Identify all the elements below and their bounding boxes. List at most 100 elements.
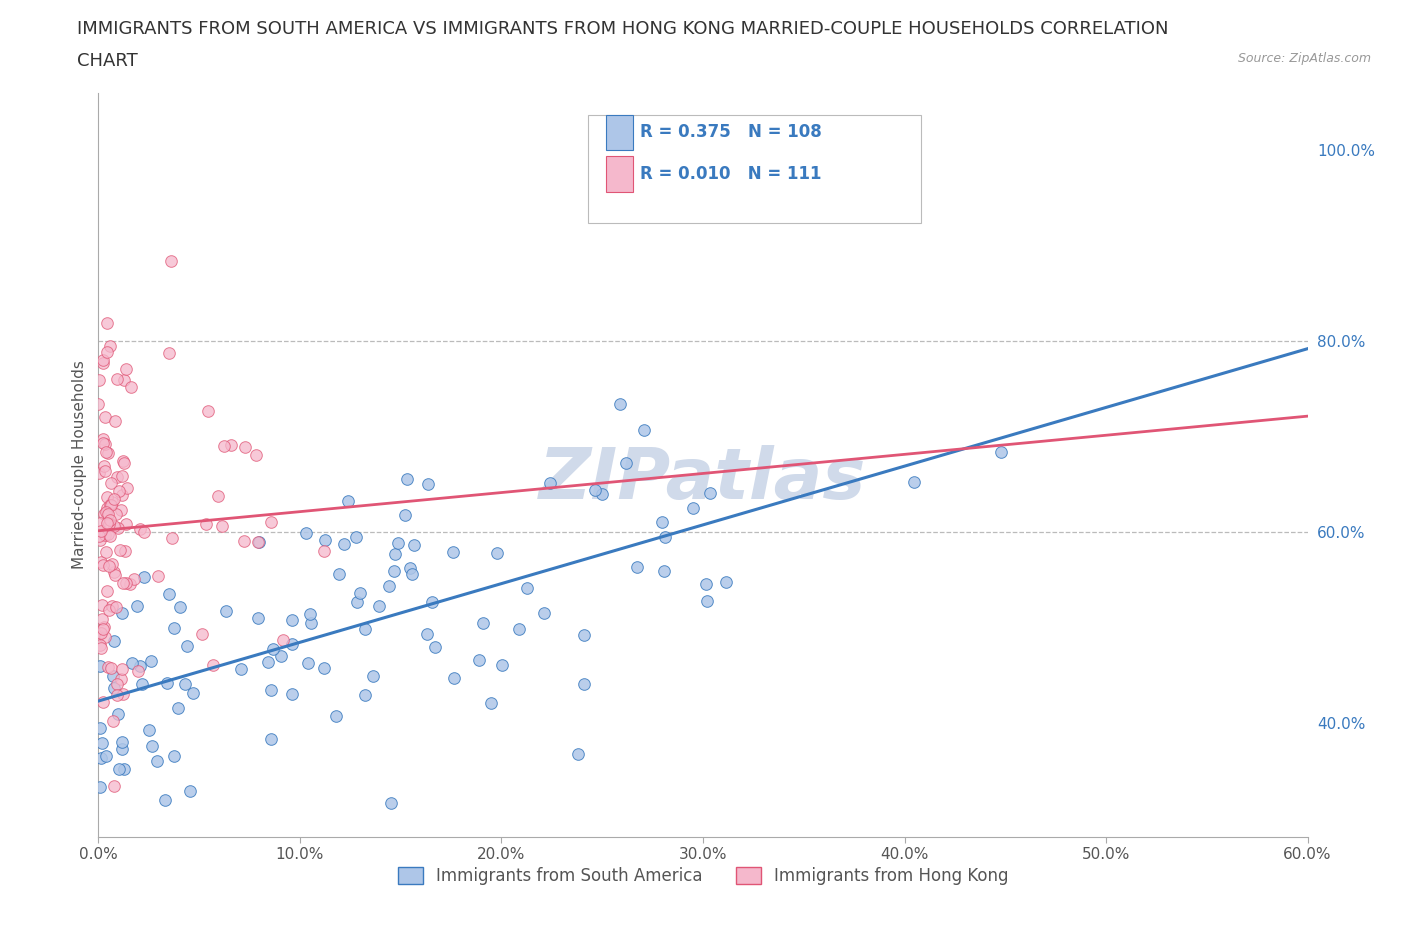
Point: [103, 518, 125, 533]
Point: [567, 747, 589, 762]
Point: [159, 253, 181, 268]
Point: [157, 346, 180, 361]
Point: [344, 529, 367, 544]
FancyBboxPatch shape: [606, 156, 633, 192]
Point: [111, 488, 134, 503]
Point: [114, 543, 136, 558]
Point: [361, 669, 384, 684]
Point: [91, 557, 114, 572]
Point: [491, 658, 513, 672]
Point: [103, 633, 125, 648]
Point: [247, 535, 270, 550]
Point: [112, 456, 135, 471]
Point: [89, 638, 111, 653]
Point: [378, 578, 401, 593]
Point: [96, 445, 118, 459]
Point: [651, 514, 673, 529]
Point: [91, 432, 114, 446]
Point: [328, 566, 350, 581]
Point: [399, 561, 422, 576]
Point: [91, 621, 114, 636]
Point: [110, 671, 132, 686]
Point: [312, 660, 335, 675]
Point: [98, 603, 121, 618]
Point: [654, 564, 676, 578]
Point: [384, 564, 406, 578]
Point: [297, 656, 319, 671]
Point: [508, 622, 530, 637]
Point: [105, 470, 128, 485]
Point: [141, 738, 163, 753]
Point: [280, 613, 302, 628]
Point: [219, 437, 242, 452]
Point: [574, 677, 596, 692]
Point: [111, 605, 134, 620]
Point: [117, 481, 139, 496]
Point: [108, 762, 131, 777]
Point: [97, 659, 120, 674]
Point: [112, 454, 135, 469]
Point: [96, 500, 118, 515]
Point: [387, 536, 409, 551]
Point: [176, 639, 198, 654]
Point: [298, 607, 321, 622]
Point: [134, 525, 156, 539]
Point: [257, 655, 280, 670]
Point: [94, 630, 117, 644]
Point: [146, 753, 169, 768]
Point: [90, 641, 112, 656]
Point: [87, 628, 110, 643]
Point: [89, 779, 111, 794]
Point: [90, 626, 112, 641]
Point: [299, 616, 322, 631]
Point: [380, 796, 402, 811]
Point: [104, 413, 127, 428]
Point: [160, 531, 183, 546]
Point: [260, 683, 283, 698]
Point: [97, 507, 120, 522]
Point: [89, 373, 111, 388]
Point: [103, 565, 125, 579]
Point: [111, 662, 134, 677]
Point: [96, 345, 118, 360]
Point: [384, 546, 406, 561]
Point: [101, 669, 124, 684]
Point: [121, 656, 143, 671]
Point: [104, 600, 127, 615]
Point: [233, 439, 256, 454]
Point: [472, 616, 495, 631]
Point: [207, 488, 229, 503]
Point: [479, 696, 502, 711]
Point: [100, 498, 122, 512]
Point: [98, 512, 121, 527]
Point: [163, 749, 186, 764]
Point: [654, 530, 676, 545]
Point: [591, 486, 613, 501]
Point: [516, 580, 538, 595]
Point: [167, 701, 190, 716]
Point: [94, 545, 117, 560]
Point: [87, 396, 110, 411]
Point: [91, 352, 114, 367]
Point: [614, 456, 637, 471]
Point: [93, 619, 115, 634]
Point: [443, 671, 465, 685]
Text: CHART: CHART: [77, 52, 138, 70]
Point: [108, 543, 131, 558]
Point: [125, 599, 148, 614]
Point: [111, 741, 134, 756]
Point: [280, 636, 302, 651]
Point: [90, 736, 112, 751]
Point: [260, 731, 283, 746]
FancyBboxPatch shape: [606, 114, 633, 151]
Point: [169, 600, 191, 615]
Point: [105, 507, 128, 522]
Point: [118, 577, 141, 591]
Point: [96, 316, 118, 331]
Point: [695, 577, 717, 591]
Point: [486, 546, 509, 561]
Text: R = 0.010   N = 111: R = 0.010 N = 111: [640, 166, 821, 183]
Point: [115, 576, 138, 591]
Point: [420, 595, 443, 610]
Point: [120, 379, 142, 394]
